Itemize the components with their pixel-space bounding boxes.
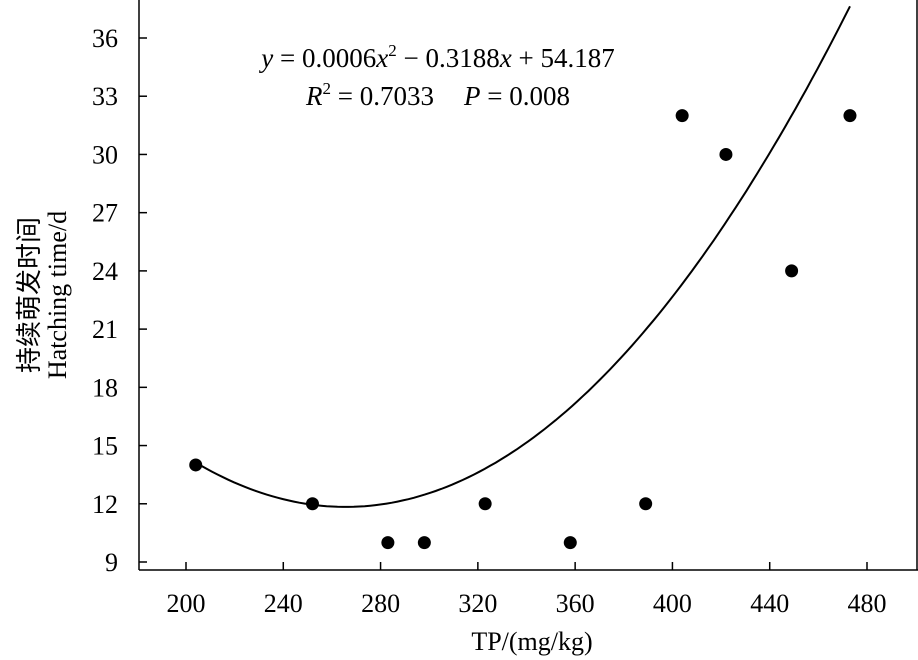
y-tick-label: 9 <box>105 548 118 577</box>
x-tick-label: 200 <box>167 589 206 618</box>
x-tick-label: 280 <box>361 589 400 618</box>
y-tick-label: 15 <box>92 432 118 461</box>
y-tick-label: 30 <box>92 140 118 169</box>
data-point <box>564 536 577 549</box>
x-tick-label: 440 <box>750 589 789 618</box>
data-point <box>418 536 431 549</box>
r2-p-annotation: R2 = 0.7033 P = 0.008 <box>305 79 570 111</box>
y-axis-label-cn: 持续萌发时间 <box>15 217 44 373</box>
equation-annotation: y = 0.0006x2 − 0.3188x + 54.187 <box>258 41 614 73</box>
y-tick-label: 36 <box>92 24 118 53</box>
y-tick-label: 27 <box>92 199 118 228</box>
data-point <box>676 109 689 122</box>
data-point <box>189 458 202 471</box>
y-tick-label: 33 <box>92 82 118 111</box>
x-tick-label: 240 <box>264 589 303 618</box>
data-point <box>719 148 732 161</box>
x-tick-label: 360 <box>556 589 595 618</box>
y-axis-title: 持续萌发时间 Hatching time/d <box>15 211 72 379</box>
y-axis-label: Hatching time/d <box>43 211 72 379</box>
x-tick-label: 320 <box>458 589 497 618</box>
y-tick-label: 21 <box>92 315 118 344</box>
y-tick-label: 12 <box>92 490 118 519</box>
data-point <box>306 497 319 510</box>
x-tick-label: 480 <box>848 589 887 618</box>
data-point <box>639 497 652 510</box>
y-tick-label: 18 <box>92 373 118 402</box>
x-tick-label: 400 <box>653 589 692 618</box>
data-point <box>843 109 856 122</box>
x-axis-label: TP/(mg/kg) <box>471 627 592 656</box>
y-tick-label: 24 <box>92 257 118 286</box>
data-point <box>785 264 798 277</box>
data-point <box>381 536 394 549</box>
data-point <box>479 497 492 510</box>
